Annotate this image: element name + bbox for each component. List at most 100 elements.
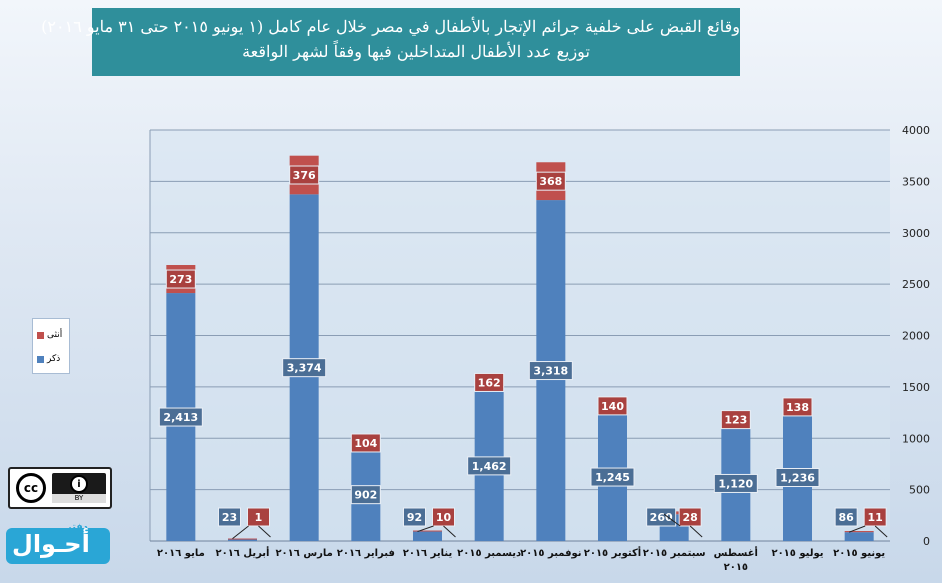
data-label-female: 376 xyxy=(293,169,316,182)
leader-line xyxy=(443,525,456,538)
data-label-male: 3,374 xyxy=(287,362,322,375)
y-tick-label: 2000 xyxy=(902,330,930,343)
data-label-female: 10 xyxy=(436,511,452,524)
data-label-male-bg xyxy=(590,467,635,487)
data-label-male-bg xyxy=(646,507,677,527)
y-tick-label: 4000 xyxy=(902,124,930,137)
x-tick-label: نوفمبر ٢٠١٥ xyxy=(520,548,581,559)
data-label-male-bg xyxy=(218,507,241,527)
data-label-female: 368 xyxy=(539,175,562,188)
y-tick-label: 1000 xyxy=(902,432,930,445)
data-label-female: 1 xyxy=(255,511,263,524)
data-label-male: 3,318 xyxy=(533,365,568,378)
data-label-female: 28 xyxy=(683,511,698,524)
y-tick-label: 500 xyxy=(909,484,930,497)
data-label-male: 1,120 xyxy=(718,477,753,490)
leader-line xyxy=(663,513,681,527)
x-tick-label: سبتمبر ٢٠١٥ xyxy=(643,548,706,559)
ahwal-logo-main-text: أحـوال xyxy=(12,530,90,558)
x-tick-label: أبريل ٢٠١٦ xyxy=(216,546,270,559)
data-label-male-bg xyxy=(528,361,573,381)
data-label-male-bg xyxy=(403,507,426,527)
attribution-person-icon: i xyxy=(70,475,88,493)
data-label-female-bg xyxy=(350,433,381,453)
data-label-female: 140 xyxy=(601,400,624,413)
legend-swatch-female xyxy=(37,331,44,339)
data-label-female: 104 xyxy=(354,437,377,450)
data-label-female: 138 xyxy=(786,401,809,414)
y-tick-label: 3500 xyxy=(902,175,930,188)
data-label-female-bg xyxy=(165,269,196,289)
data-label-female-bg xyxy=(597,396,628,416)
leader-line xyxy=(689,525,703,538)
chart-subtitle: توزيع عدد الأطفال المتداخلين فيها وفقاً … xyxy=(242,42,590,61)
data-label-female: 123 xyxy=(724,414,747,427)
legend-swatch-male xyxy=(37,355,44,363)
x-tick-label: أغسطس xyxy=(714,546,758,559)
leader-line xyxy=(417,525,434,533)
cc-icon: cc xyxy=(16,473,46,503)
bar-male xyxy=(228,538,257,541)
bar-female xyxy=(228,538,257,540)
leader-line xyxy=(258,525,271,538)
y-tick-label: 0 xyxy=(923,535,930,548)
leader-line xyxy=(848,525,866,533)
x-tick-label: ديسمبر ٢٠١٥ xyxy=(457,548,521,559)
x-tick-label: يوليو ٢٠١٥ xyxy=(771,548,823,559)
x-tick-label: يونيو ٢٠١٥ xyxy=(833,548,885,559)
data-label-female-bg xyxy=(720,410,751,430)
data-label-male-bg xyxy=(713,473,758,493)
ahwal-logo-small-text: دفتر xyxy=(66,522,88,533)
data-label-male: 86 xyxy=(839,511,855,524)
data-label-male: 23 xyxy=(222,511,237,524)
data-label-female: 11 xyxy=(868,511,883,524)
legend-label-male: ذكر xyxy=(47,354,61,364)
data-label-male: 92 xyxy=(407,511,422,524)
chart-title: وقائع القبض على خلفية جرائم الإتجار بالأ… xyxy=(41,17,740,36)
x-tick-label: أكتوبر ٢٠١٥ xyxy=(584,546,641,559)
data-label-male: 1,236 xyxy=(780,472,815,485)
ahwal-logo: دفتر أحـوال xyxy=(6,522,112,566)
y-tick-label: 3000 xyxy=(902,227,930,240)
data-label-male: 1,462 xyxy=(472,460,507,473)
y-tick-label: 2500 xyxy=(902,278,930,291)
data-label-male-bg xyxy=(350,485,381,505)
data-label-male: 902 xyxy=(354,489,377,502)
data-label-male: 1,245 xyxy=(595,471,630,484)
data-label-female-bg xyxy=(535,171,566,191)
data-label-female-bg xyxy=(289,165,320,185)
x-tick-label: يناير ٢٠١٦ xyxy=(403,548,453,559)
y-tick-label: 1500 xyxy=(902,381,930,394)
x-tick-label: فبراير ٢٠١٦ xyxy=(337,548,395,559)
data-label-male-bg xyxy=(775,468,820,488)
data-label-male: 260 xyxy=(650,511,673,524)
data-label-female-bg xyxy=(782,397,813,417)
by-badge: i BY xyxy=(52,473,106,503)
data-label-female: 273 xyxy=(169,273,192,286)
data-label-male-bg xyxy=(282,358,327,378)
by-text: BY xyxy=(52,494,106,503)
bar-female xyxy=(844,531,874,533)
x-tick-label-year: ٢٠١٥ xyxy=(724,562,748,573)
x-tick-label: مارس ٢٠١٦ xyxy=(275,548,332,559)
data-label-male-bg xyxy=(834,507,858,527)
data-label-male-bg xyxy=(158,407,203,427)
chart-title-box: وقائع القبض على خلفية جرائم الإتجار بالأ… xyxy=(41,8,740,76)
legend-item-male: ذكر xyxy=(37,353,60,365)
legend-label-female: أنثى xyxy=(47,330,63,340)
data-label-female-bg xyxy=(474,372,505,392)
ahwal-logo-bubble xyxy=(6,528,110,564)
legend-item-female: أنثى xyxy=(37,329,62,341)
creative-commons-logo: cc i BY xyxy=(8,467,112,509)
leader-line xyxy=(232,525,249,540)
leader-line xyxy=(874,525,888,538)
bar-female xyxy=(413,530,442,532)
data-label-male: 2,413 xyxy=(163,411,198,424)
data-label-male-bg xyxy=(467,456,512,476)
cc-text: cc xyxy=(23,481,39,495)
data-label-female: 162 xyxy=(478,376,501,389)
chart-legend: أنثى ذكر xyxy=(32,318,70,374)
x-tick-label: مايو ٢٠١٦ xyxy=(157,548,205,559)
bar-male xyxy=(844,532,874,541)
